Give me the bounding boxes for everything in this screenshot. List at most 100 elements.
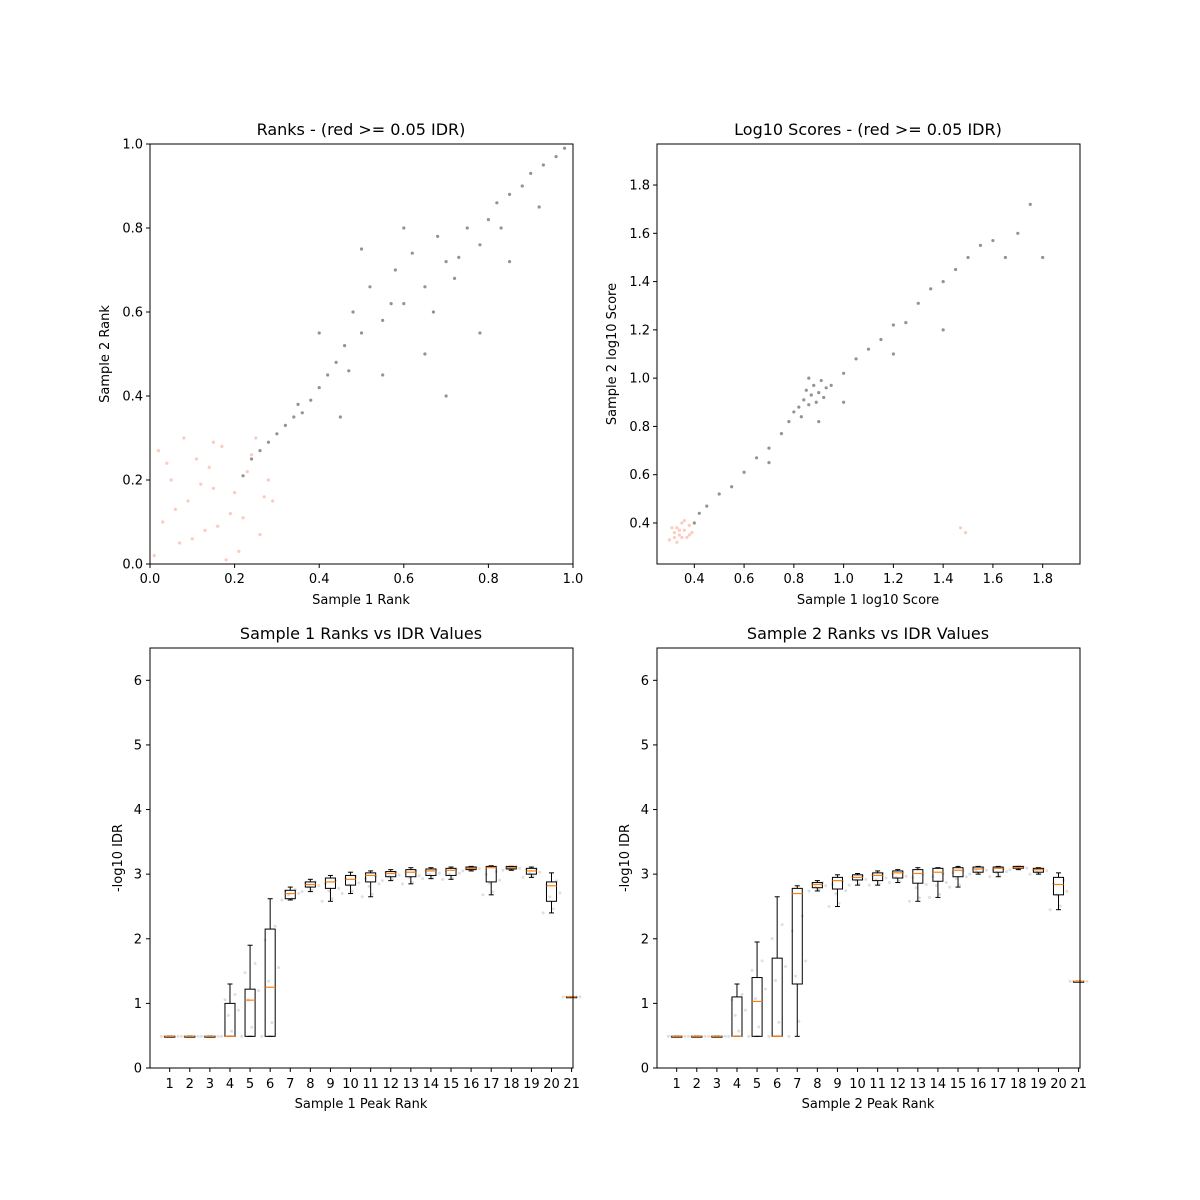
ranks-point-fail [190,537,194,541]
sample1-background-point [521,875,525,879]
sample2-background-point [723,1034,727,1038]
sample1-box [445,867,457,876]
scores-xtick-label: 0.4 [684,572,705,587]
sample1-title: Sample 1 Ranks vs IDR Values [240,624,482,643]
sample2-xtick-label: 7 [793,1077,801,1092]
sample1-background-point [159,1034,163,1038]
sample2-box [1032,867,1044,873]
scores-point-pass [692,521,696,525]
ranks-point-pass [444,394,448,398]
ranks-point-pass [275,432,279,436]
ranks-point-pass [402,302,406,306]
sample2-box [811,882,823,889]
sample2-background-point [907,899,911,903]
sample1-background-point [518,866,522,870]
sample2-background-point [944,881,948,885]
sample1-background-point [250,1025,254,1029]
sample1-background-point [488,881,492,885]
sample1-ytick-label: 5 [134,738,142,753]
scores-ytick-label: 1.4 [629,275,650,290]
panel-log10-scores: 0.4 0.6 0.8 1.0 1.2 1.4 1.6 1.8 0.4 0.6 0.8 1.0 1.2 1… [605,120,1081,608]
scores-point-pass [991,238,995,243]
ranks-point-pass [359,331,364,335]
scores-point-pass [854,357,858,361]
ranks-point-pass [381,318,385,322]
sample2-background-point [794,974,798,978]
scores-point-pass [754,456,759,460]
sample1-background-point [260,1034,264,1038]
ranks-point-fail [233,491,237,495]
sample1-xtick-label: 21 [563,1077,580,1092]
ranks-ytick-label: 0.4 [122,390,143,405]
sample1-background-point [400,882,404,886]
sample1-background-point [240,1034,244,1038]
sample1-background-point [437,871,441,875]
scores-point-pass [817,419,821,424]
ranks-point-fail [258,533,262,537]
sample2-background-point [1008,868,1012,872]
ranks-point-pass [452,276,457,280]
sample1-ytick-label: 1 [134,997,142,1012]
ranks-xtick-label: 0.8 [478,572,499,587]
ranks-point-pass [457,255,461,259]
scores-point-fail [685,535,689,540]
sample1-axes-frame [149,647,574,1069]
ranks-point-pass [499,226,503,230]
sample1-background-point [387,874,391,878]
ranks-point-pass [296,402,300,406]
sample2-ytick-label: 5 [641,738,649,753]
sample1-box [545,881,558,902]
ranks-point-pass [338,415,342,419]
sample2-xtick-label: 11 [869,1077,886,1092]
scores-point-fail [687,523,691,527]
ranks-point-pass [410,251,414,255]
ranks-point-pass [537,205,541,209]
scores-marks [667,202,1045,544]
sample2-background-point [737,1029,741,1033]
scores-point-pass [814,400,818,404]
ranks-ytick-label: 0.6 [122,306,143,321]
sample1-box [324,877,336,889]
ranks-point-pass [541,163,545,167]
ranks-point-pass [486,218,490,222]
scores-point-fail [958,526,963,530]
sample1-background-point [578,995,582,999]
ranks-xtick-label: 0.0 [140,572,161,587]
ranks-point-pass [351,310,355,314]
sample1-box [345,874,357,886]
sample1-xtick-label: 1 [166,1077,174,1092]
scores-point-pass [904,321,908,325]
sample1-background-point [417,874,421,878]
sample1-xtick-label: 3 [206,1077,214,1092]
ranks-point-pass [495,201,499,205]
sample1-background-point [350,889,354,893]
sample1-box [264,928,276,1037]
ranks-point-pass [423,352,427,356]
scores-point-pass [966,255,970,260]
sample2-ytick-label: 4 [641,803,649,818]
sample2-background-point [938,892,942,896]
sample2-background-point [964,875,968,879]
ranks-point-pass [249,457,254,461]
scores-xtick-label: 1.2 [883,572,904,587]
ranks-point-fail [237,549,241,554]
ranks-point-pass [309,398,313,402]
sample2-background-point [834,892,838,896]
scores-point-pass [799,415,803,419]
sample2-xtick-label: 19 [1030,1077,1047,1092]
sample1-background-point [200,1034,204,1038]
sample2-background-point [666,1034,670,1038]
sample1-background-point [481,893,485,897]
sample2-xtick-label: 5 [753,1077,761,1092]
sample2-background-point [733,1013,737,1017]
ranks-point-pass [342,344,347,348]
sample2-background-point [767,1034,771,1038]
sample1-xtick-label: 5 [246,1077,254,1092]
sample1-background-point [558,891,562,895]
ranks-point-pass [465,226,469,230]
sample1-background-point [548,895,552,899]
sample1-xtick-label: 6 [266,1077,274,1092]
sample1-background-point [270,1021,274,1025]
scores-point-pass [916,301,920,305]
